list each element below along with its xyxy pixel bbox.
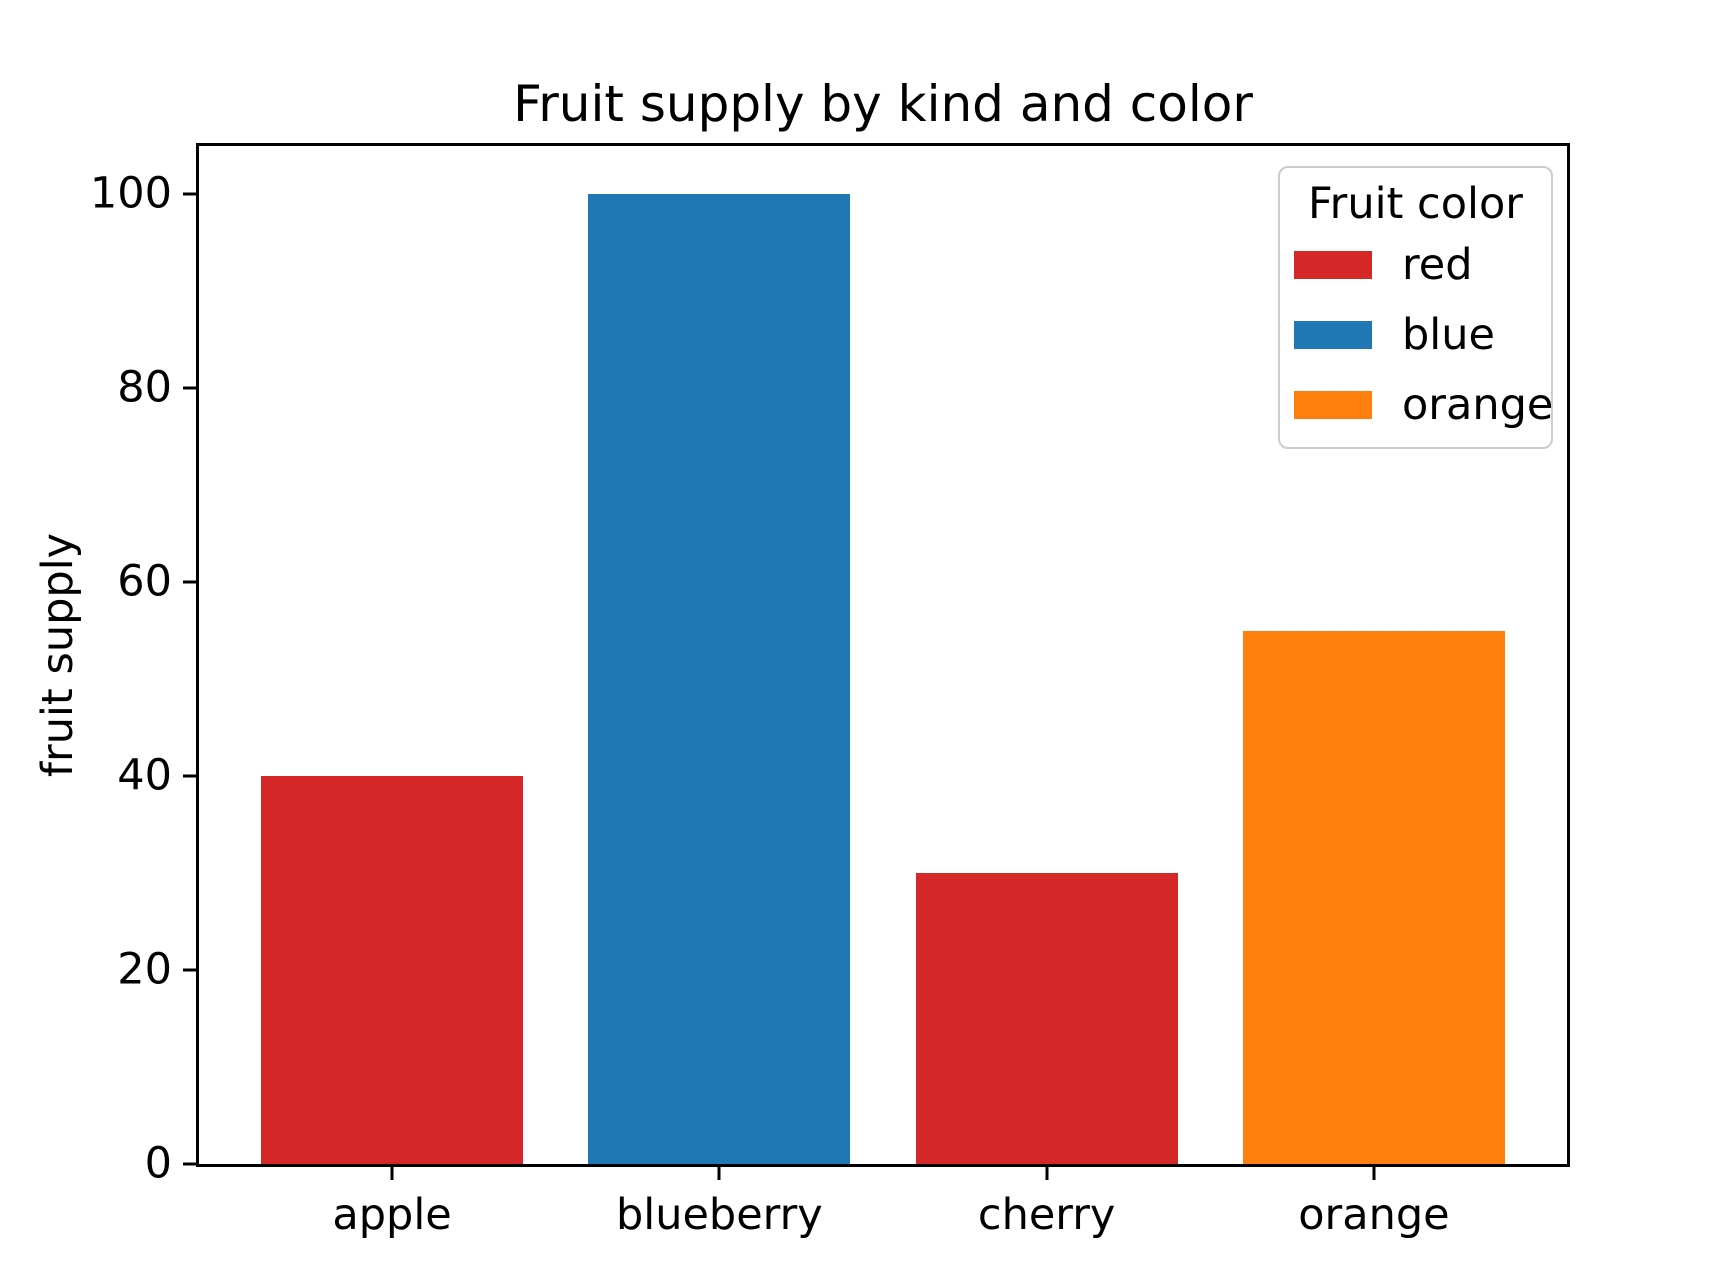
y-tick-label-40: 40 — [117, 750, 172, 801]
legend-label-red: red — [1402, 239, 1473, 290]
y-tick-label-0: 0 — [144, 1138, 172, 1189]
bar-cherry — [915, 873, 1178, 1164]
legend-swatch-blue — [1294, 321, 1372, 350]
x-tick-apple — [390, 1167, 394, 1180]
y-axis-label: fruit supply — [33, 532, 83, 778]
legend-label-blue: blue — [1402, 309, 1495, 360]
y-tick-100 — [183, 192, 196, 196]
plot-area: Fruit color red blue orange 0 20 40 60 80 100 ap… — [90, 143, 1570, 1240]
bar-blueberry — [588, 194, 851, 1164]
y-tick-label-80: 80 — [117, 362, 172, 413]
y-tick-label-100: 100 — [89, 168, 172, 219]
y-tick-0 — [183, 1162, 196, 1166]
legend: Fruit color red blue orange — [1278, 166, 1553, 449]
legend-title: Fruit color — [1308, 179, 1523, 229]
chart-title: Fruit supply by kind and color — [513, 75, 1253, 133]
x-tick-label-cherry: cherry — [977, 1190, 1116, 1240]
y-tick-60 — [183, 580, 196, 584]
y-tick-80 — [183, 386, 196, 390]
x-tick-blueberry — [717, 1167, 721, 1180]
legend-entry-red: red — [1294, 239, 1537, 290]
y-tick-label-20: 20 — [117, 944, 172, 995]
y-tick-20 — [183, 968, 196, 972]
legend-entries: red blue orange — [1294, 239, 1553, 427]
bar-apple — [261, 776, 523, 1164]
legend-swatch-red — [1294, 251, 1372, 280]
y-tick-label-60: 60 — [117, 556, 172, 607]
x-tick-orange — [1372, 1167, 1376, 1180]
bar-orange — [1243, 630, 1505, 1164]
x-tick-label-blueberry: blueberry — [615, 1190, 823, 1240]
legend-label-orange: orange — [1402, 379, 1554, 430]
legend-swatch-orange — [1294, 391, 1372, 420]
legend-entry-blue: blue — [1294, 309, 1537, 360]
x-tick-label-apple: apple — [332, 1190, 452, 1240]
x-tick-label-orange: orange — [1298, 1190, 1450, 1240]
x-tick-cherry — [1045, 1167, 1049, 1180]
y-tick-40 — [183, 774, 196, 778]
legend-entry-orange: orange — [1294, 383, 1553, 427]
